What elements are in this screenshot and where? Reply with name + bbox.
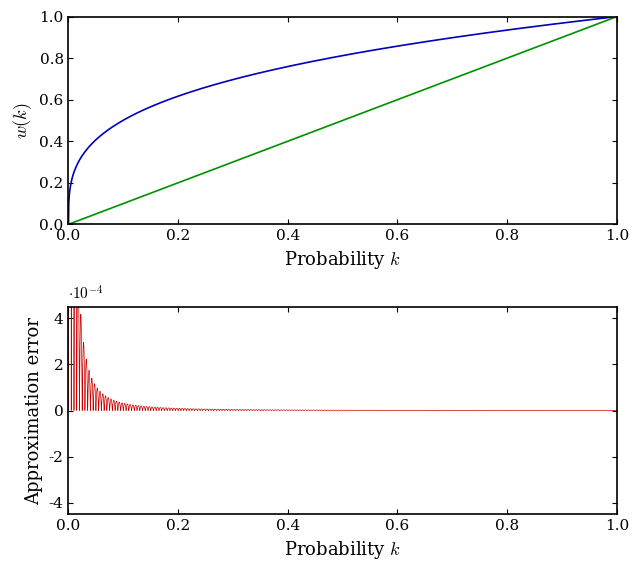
X-axis label: Probability $k$: Probability $k$ [284,539,401,561]
Y-axis label: Approximation error: Approximation error [25,317,44,505]
Text: $\cdot 10^{-4}$: $\cdot 10^{-4}$ [68,284,104,303]
X-axis label: Probability $k$: Probability $k$ [284,249,401,271]
Y-axis label: $w(k)$: $w(k)$ [11,102,34,139]
